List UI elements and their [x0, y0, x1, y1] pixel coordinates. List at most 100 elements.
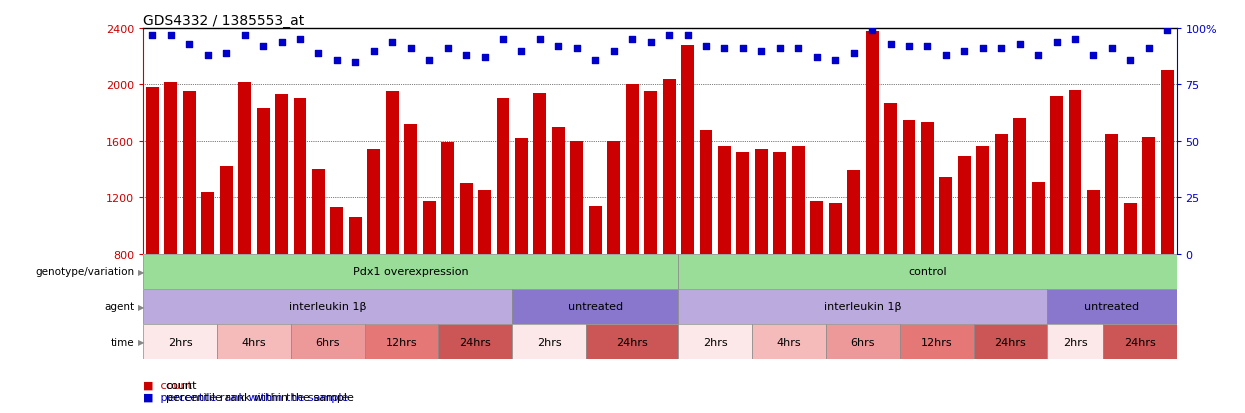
Point — [936, 52, 956, 59]
Point — [142, 32, 162, 39]
Bar — [1047, 324, 1103, 359]
Text: ■  percentile rank within the sample: ■ percentile rank within the sample — [143, 392, 349, 402]
Bar — [405, 125, 417, 254]
Bar — [773, 153, 787, 254]
Point — [1010, 41, 1030, 48]
Bar — [143, 289, 512, 324]
Bar — [143, 254, 679, 289]
Bar — [312, 170, 325, 254]
Bar — [662, 80, 676, 254]
Text: genotype/variation: genotype/variation — [35, 266, 134, 277]
Bar — [626, 85, 639, 254]
Point — [382, 39, 402, 46]
Point — [253, 44, 273, 50]
Point — [271, 39, 291, 46]
Text: untreated: untreated — [568, 301, 622, 312]
Bar — [810, 202, 823, 254]
Bar — [256, 109, 270, 254]
Bar — [275, 95, 288, 254]
Bar — [752, 324, 825, 359]
Bar — [865, 32, 879, 254]
Bar — [294, 99, 306, 254]
Text: count: count — [166, 380, 197, 390]
Bar — [884, 104, 896, 254]
Point — [548, 44, 568, 50]
Point — [972, 46, 992, 52]
Bar — [792, 147, 804, 254]
Point — [1120, 57, 1140, 64]
Bar — [679, 254, 1177, 289]
Text: control: control — [908, 266, 946, 277]
Bar — [512, 324, 586, 359]
Bar — [1103, 324, 1177, 359]
Point — [715, 46, 735, 52]
Text: 4hrs: 4hrs — [777, 337, 802, 347]
Bar — [957, 157, 971, 254]
Text: 6hrs: 6hrs — [850, 337, 875, 347]
Bar — [1124, 203, 1137, 254]
Point — [456, 52, 476, 59]
Bar — [367, 150, 380, 254]
Bar — [459, 184, 473, 254]
Point — [641, 39, 661, 46]
Point — [401, 46, 421, 52]
Point — [161, 32, 181, 39]
Text: agent: agent — [105, 301, 134, 312]
Bar — [291, 324, 365, 359]
Text: ▶: ▶ — [138, 302, 144, 311]
Text: 24hrs: 24hrs — [616, 337, 649, 347]
Text: untreated: untreated — [1084, 301, 1139, 312]
Bar — [202, 192, 214, 254]
Point — [438, 46, 458, 52]
Bar — [217, 324, 291, 359]
Text: 24hrs: 24hrs — [995, 337, 1026, 347]
Point — [235, 32, 255, 39]
Point — [788, 46, 808, 52]
Point — [364, 48, 383, 55]
Text: interleukin 1β: interleukin 1β — [824, 301, 901, 312]
Bar — [1050, 96, 1063, 254]
Text: Pdx1 overexpression: Pdx1 overexpression — [352, 266, 468, 277]
Bar — [478, 191, 491, 254]
Bar — [608, 141, 620, 254]
Bar — [143, 324, 217, 359]
Point — [198, 52, 218, 59]
Point — [530, 37, 550, 43]
Text: 24hrs: 24hrs — [459, 337, 492, 347]
Point — [179, 41, 199, 48]
Point — [309, 50, 329, 57]
Point — [604, 48, 624, 55]
Text: 2hrs: 2hrs — [703, 337, 727, 347]
Text: ▶: ▶ — [138, 337, 144, 346]
Point — [733, 46, 753, 52]
Text: 12hrs: 12hrs — [921, 337, 952, 347]
Point — [752, 48, 772, 55]
Point — [345, 59, 365, 66]
Bar — [515, 139, 528, 254]
Point — [493, 37, 513, 43]
Bar — [644, 92, 657, 254]
Bar — [900, 324, 974, 359]
Point — [420, 57, 439, 64]
Point — [1158, 28, 1178, 34]
Bar — [1068, 91, 1082, 254]
Bar — [679, 324, 752, 359]
Bar — [497, 99, 509, 254]
Bar — [589, 206, 601, 254]
Bar — [995, 134, 1007, 254]
Point — [474, 55, 494, 62]
Bar — [700, 130, 712, 254]
Point — [585, 57, 605, 64]
Bar — [441, 143, 454, 254]
Bar — [825, 324, 900, 359]
Point — [512, 48, 532, 55]
Point — [566, 46, 586, 52]
Point — [659, 32, 679, 39]
Bar — [570, 141, 583, 254]
Bar — [586, 324, 679, 359]
Text: 24hrs: 24hrs — [1124, 337, 1155, 347]
Point — [991, 46, 1011, 52]
Point — [696, 44, 716, 50]
Point — [217, 50, 237, 57]
Text: 12hrs: 12hrs — [386, 337, 417, 347]
